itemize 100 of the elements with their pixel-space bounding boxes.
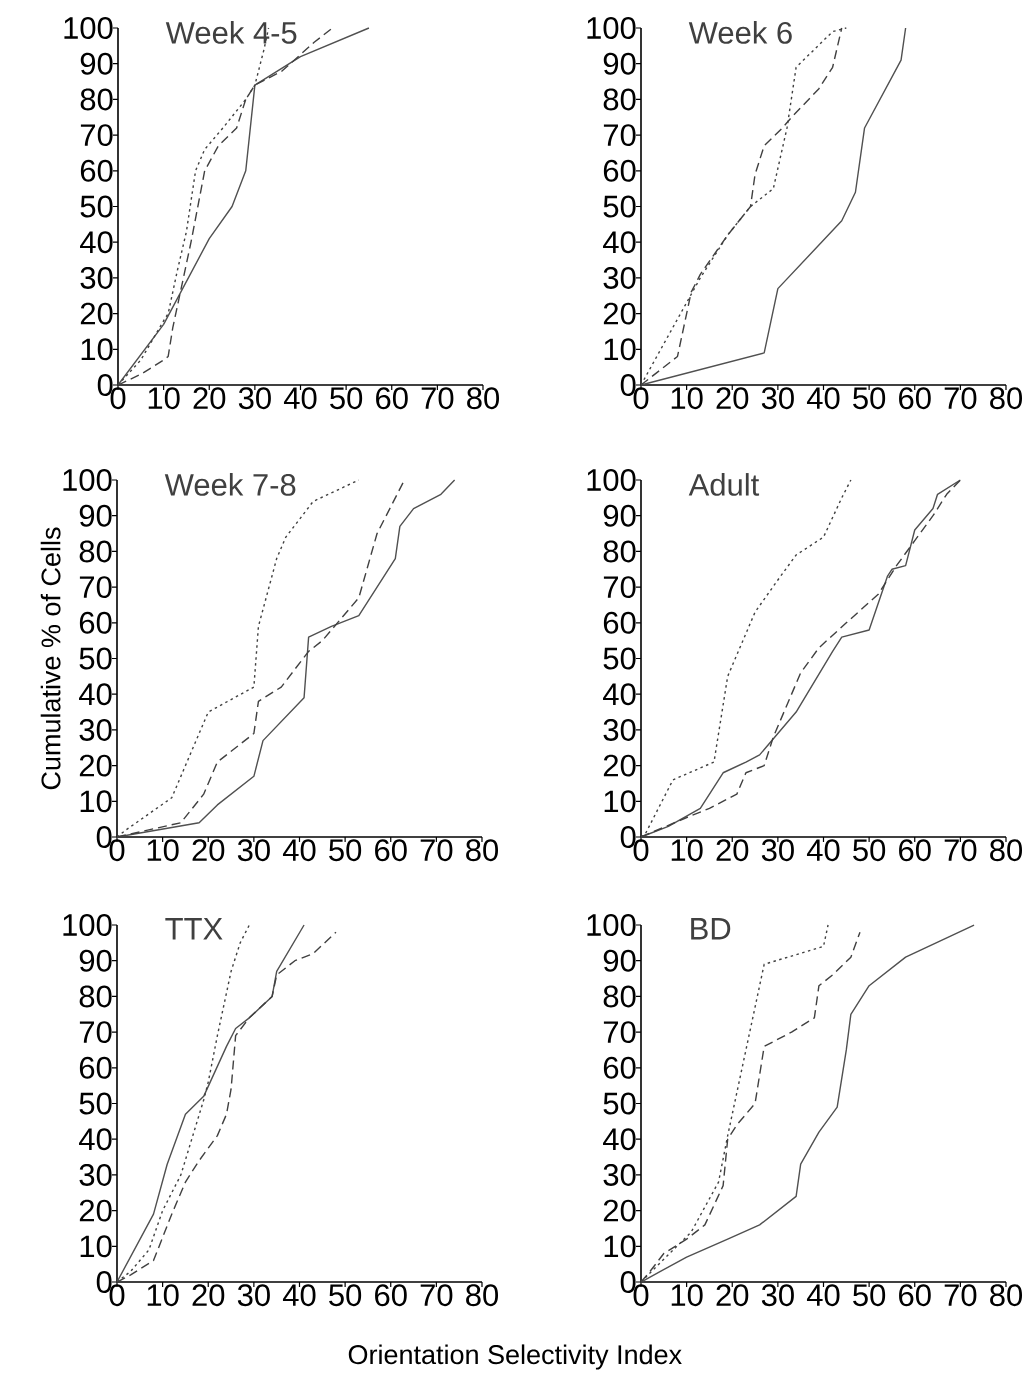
x-tick-label: 10 bbox=[671, 387, 703, 410]
y-tick-label: 10 bbox=[604, 790, 636, 813]
y-tick-label: 100 bbox=[63, 914, 112, 936]
y-tick-label: 40 bbox=[80, 231, 113, 254]
y-tick-label: 60 bbox=[80, 159, 113, 182]
y-tick-label: 100 bbox=[63, 469, 112, 491]
x-tick-label: 50 bbox=[853, 839, 886, 862]
chart-title: TTX bbox=[165, 918, 223, 940]
y-tick-label: 30 bbox=[79, 718, 112, 741]
x-tick-label: 80 bbox=[990, 387, 1023, 410]
x-axis-title: Orientation Selectivity Index bbox=[348, 1344, 682, 1370]
y-tick-label: 50 bbox=[79, 647, 112, 670]
y-tick-label: 80 bbox=[79, 985, 112, 1008]
y-tick-label: 50 bbox=[603, 647, 636, 670]
x-tick-label: 50 bbox=[329, 1284, 362, 1307]
x-tick-label: 30 bbox=[237, 1284, 270, 1307]
y-tick-label: 100 bbox=[587, 914, 636, 936]
x-tick-label: 30 bbox=[761, 1284, 794, 1307]
x-tick-label: 80 bbox=[467, 387, 500, 410]
x-tick-label: 40 bbox=[806, 839, 840, 862]
x-tick-label: 20 bbox=[193, 387, 226, 410]
x-tick-label: 40 bbox=[806, 1284, 840, 1307]
y-tick-label: 40 bbox=[79, 683, 112, 706]
x-tick-label: 30 bbox=[238, 387, 271, 410]
x-tick-label: 50 bbox=[330, 387, 363, 410]
y-tick-label: 80 bbox=[603, 985, 636, 1008]
x-tick-label: 20 bbox=[716, 1284, 749, 1307]
y-tick-label: 70 bbox=[80, 124, 113, 147]
y-tick-label: 20 bbox=[603, 302, 636, 325]
chart-title: Adult bbox=[688, 473, 760, 496]
y-tick-label: 10 bbox=[604, 1235, 636, 1258]
y-tick-label: 80 bbox=[603, 88, 636, 111]
x-tick-label: 80 bbox=[466, 1284, 499, 1307]
chart-title: Week 6 bbox=[688, 21, 792, 44]
y-tick-label: 10 bbox=[604, 338, 636, 361]
x-tick-label: 40 bbox=[283, 387, 317, 410]
y-tick-label: 40 bbox=[603, 1128, 636, 1151]
chart-title: Week 4-5 bbox=[165, 21, 297, 44]
x-tick-label: 50 bbox=[853, 387, 886, 410]
y-tick-label: 30 bbox=[80, 266, 113, 289]
x-tick-label: 10 bbox=[148, 387, 180, 410]
y-tick-label: 50 bbox=[603, 1092, 636, 1115]
x-tick-label: 40 bbox=[282, 1284, 316, 1307]
y-tick-label: 80 bbox=[603, 540, 636, 563]
y-tick-label: 100 bbox=[587, 469, 636, 491]
y-tick-label: 70 bbox=[603, 1021, 636, 1044]
x-tick-label: 30 bbox=[761, 387, 794, 410]
x-tick-label: 60 bbox=[899, 387, 931, 410]
y-tick-label: 60 bbox=[603, 611, 636, 634]
x-tick-label: 80 bbox=[466, 839, 499, 862]
y-tick-label: 90 bbox=[80, 52, 113, 75]
x-tick-label: 10 bbox=[147, 839, 179, 862]
y-tick-label: 20 bbox=[603, 1199, 636, 1222]
x-tick-label: 60 bbox=[899, 1284, 931, 1307]
y-tick-label: 100 bbox=[587, 17, 636, 39]
x-tick-label: 40 bbox=[806, 387, 840, 410]
y-tick-label: 10 bbox=[80, 790, 112, 813]
y-tick-label: 30 bbox=[603, 266, 636, 289]
x-tick-label: 10 bbox=[671, 839, 703, 862]
y-tick-label: 60 bbox=[79, 1056, 112, 1079]
x-tick-label: 70 bbox=[944, 387, 977, 410]
x-tick-label: 20 bbox=[716, 387, 749, 410]
y-tick-label: 90 bbox=[603, 504, 636, 527]
y-tick-label: 90 bbox=[603, 949, 636, 972]
x-tick-label: 60 bbox=[376, 387, 408, 410]
y-tick-label: 70 bbox=[603, 124, 636, 147]
y-tick-label: 60 bbox=[79, 611, 112, 634]
y-tick-label: 50 bbox=[79, 1092, 112, 1115]
y-tick-label: 70 bbox=[79, 576, 112, 599]
y-tick-label: 20 bbox=[79, 754, 112, 777]
x-tick-label: 70 bbox=[944, 1284, 977, 1307]
x-tick-label: 70 bbox=[420, 1284, 453, 1307]
chart-title: Week 7-8 bbox=[164, 473, 296, 496]
x-tick-label: 30 bbox=[761, 839, 794, 862]
x-tick-label: 70 bbox=[944, 839, 977, 862]
y-tick-label: 60 bbox=[603, 1056, 636, 1079]
x-tick-label: 70 bbox=[421, 387, 454, 410]
y-tick-label: 30 bbox=[603, 1163, 636, 1186]
x-tick-label: 50 bbox=[853, 1284, 886, 1307]
x-tick-label: 70 bbox=[420, 839, 453, 862]
chart-title: BD bbox=[691, 918, 731, 940]
y-axis-title: Cumulative % of Cells bbox=[40, 527, 61, 790]
x-tick-label: 10 bbox=[671, 1284, 703, 1307]
y-tick-label: 90 bbox=[79, 504, 112, 527]
y-tick-label: 90 bbox=[603, 52, 636, 75]
y-tick-label: 50 bbox=[80, 195, 113, 218]
x-tick-label: 30 bbox=[237, 839, 270, 862]
x-tick-label: 80 bbox=[990, 1284, 1023, 1307]
x-tick-label: 50 bbox=[329, 839, 362, 862]
y-tick-label: 20 bbox=[79, 1199, 112, 1222]
x-tick-label: 60 bbox=[375, 1284, 407, 1307]
y-tick-label: 30 bbox=[603, 718, 636, 741]
y-tick-label: 80 bbox=[79, 540, 112, 563]
y-tick-label: 20 bbox=[603, 754, 636, 777]
x-tick-label: 10 bbox=[147, 1284, 179, 1307]
x-tick-label: 80 bbox=[990, 839, 1023, 862]
x-tick-label: 20 bbox=[716, 839, 749, 862]
y-tick-label: 100 bbox=[64, 17, 113, 39]
y-tick-label: 10 bbox=[80, 1235, 112, 1258]
x-tick-label: 40 bbox=[282, 839, 316, 862]
